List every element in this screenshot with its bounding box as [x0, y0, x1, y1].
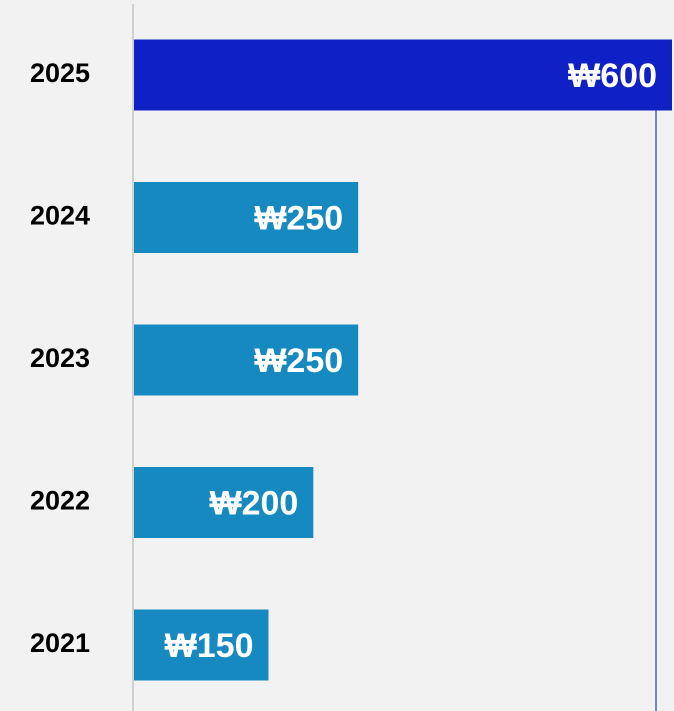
bar	[134, 609, 269, 681]
data-label: ₩600	[568, 57, 657, 95]
y-tick-label: 2024	[30, 201, 90, 231]
bar	[134, 467, 314, 538]
y-tick-label: 2025	[30, 58, 90, 88]
bar	[134, 324, 359, 396]
y-tick-label: 2023	[30, 343, 90, 373]
data-label: ₩250	[254, 342, 343, 380]
data-label: ₩250	[254, 199, 343, 237]
bar	[134, 39, 672, 111]
y-tick-label: 2021	[30, 628, 90, 658]
data-label: ₩150	[165, 627, 254, 665]
bar	[134, 182, 359, 253]
data-label: ₩200	[210, 484, 299, 522]
y-tick-label: 2022	[30, 486, 90, 516]
